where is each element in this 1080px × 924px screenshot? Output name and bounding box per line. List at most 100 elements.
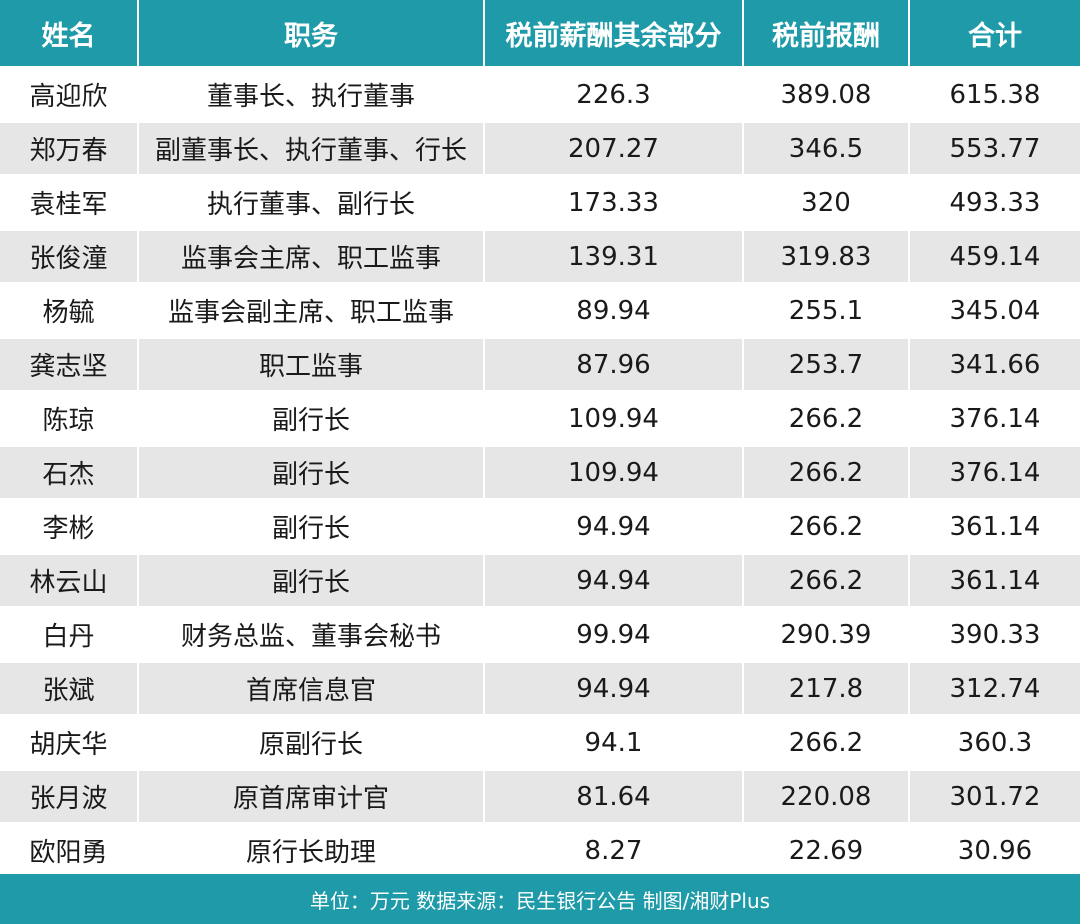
table-row: 张俊潼 监事会主席、职工监事 139.31 319.83 459.14 — [0, 228, 1080, 284]
cell-position: 职工监事 — [138, 336, 485, 392]
cell-position: 董事长、执行董事 — [138, 66, 485, 122]
cell-position: 副行长 — [138, 390, 485, 446]
cell-other-pay: 94.94 — [484, 552, 744, 608]
cell-name: 陈琼 — [0, 390, 139, 446]
cell-name: 胡庆华 — [0, 714, 139, 770]
cell-name: 杨毓 — [0, 282, 139, 338]
cell-pretax-pay: 319.83 — [743, 228, 910, 284]
cell-pretax-pay: 389.08 — [743, 66, 910, 122]
cell-total: 390.33 — [909, 606, 1080, 662]
table-row: 白丹 财务总监、董事会秘书 99.94 290.39 390.33 — [0, 606, 1080, 662]
cell-total: 493.33 — [909, 174, 1080, 230]
cell-other-pay: 99.94 — [484, 606, 744, 662]
cell-position: 原行长助理 — [138, 822, 485, 876]
cell-total: 361.14 — [909, 498, 1080, 554]
cell-total: 360.3 — [909, 714, 1080, 770]
cell-total: 301.72 — [909, 768, 1080, 824]
table-row: 张斌 首席信息官 94.94 217.8 312.74 — [0, 660, 1080, 716]
cell-total: 361.14 — [909, 552, 1080, 608]
cell-position: 监事会主席、职工监事 — [138, 228, 485, 284]
cell-name: 张俊潼 — [0, 228, 139, 284]
header-pretax-pay: 税前报酬 — [743, 0, 910, 68]
cell-pretax-pay: 220.08 — [743, 768, 910, 824]
cell-pretax-pay: 253.7 — [743, 336, 910, 392]
cell-position: 财务总监、董事会秘书 — [138, 606, 485, 662]
table-row: 石杰 副行长 109.94 266.2 376.14 — [0, 444, 1080, 500]
cell-other-pay: 8.27 — [484, 822, 744, 876]
table-header: 姓名 职务 税前薪酬其余部分 税前报酬 合计 — [0, 0, 1080, 68]
header-total: 合计 — [909, 0, 1080, 68]
cell-total: 376.14 — [909, 444, 1080, 500]
cell-pretax-pay: 320 — [743, 174, 910, 230]
cell-position: 执行董事、副行长 — [138, 174, 485, 230]
header-position: 职务 — [138, 0, 485, 68]
table-row: 李彬 副行长 94.94 266.2 361.14 — [0, 498, 1080, 554]
cell-other-pay: 109.94 — [484, 444, 744, 500]
cell-pretax-pay: 266.2 — [743, 444, 910, 500]
cell-total: 30.96 — [909, 822, 1080, 876]
table-row: 陈琼 副行长 109.94 266.2 376.14 — [0, 390, 1080, 446]
table-row: 杨毓 监事会副主席、职工监事 89.94 255.1 345.04 — [0, 282, 1080, 338]
table-row: 袁桂军 执行董事、副行长 173.33 320 493.33 — [0, 174, 1080, 230]
cell-other-pay: 94.1 — [484, 714, 744, 770]
cell-name: 欧阳勇 — [0, 822, 139, 876]
source-footer: 单位：万元 数据来源：民生银行公告 制图/湘财Plus — [0, 874, 1080, 924]
compensation-table: 姓名 职务 税前薪酬其余部分 税前报酬 合计 高迎欣 董事长、执行董事 226.3 3… — [0, 0, 1080, 876]
header-name: 姓名 — [0, 0, 139, 68]
cell-name: 林云山 — [0, 552, 139, 608]
cell-name: 张斌 — [0, 660, 139, 716]
cell-name: 石杰 — [0, 444, 139, 500]
cell-other-pay: 81.64 — [484, 768, 744, 824]
cell-name: 张月波 — [0, 768, 139, 824]
cell-pretax-pay: 346.5 — [743, 120, 910, 176]
cell-other-pay: 139.31 — [484, 228, 744, 284]
cell-pretax-pay: 266.2 — [743, 552, 910, 608]
cell-pretax-pay: 266.2 — [743, 498, 910, 554]
cell-other-pay: 94.94 — [484, 660, 744, 716]
cell-position: 副行长 — [138, 552, 485, 608]
cell-total: 341.66 — [909, 336, 1080, 392]
table-row: 胡庆华 原副行长 94.1 266.2 360.3 — [0, 714, 1080, 770]
cell-total: 376.14 — [909, 390, 1080, 446]
table-body: 高迎欣 董事长、执行董事 226.3 389.08 615.38 郑万春 副董事长、执行董事… — [0, 66, 1080, 876]
cell-total: 459.14 — [909, 228, 1080, 284]
cell-name: 高迎欣 — [0, 66, 139, 122]
cell-name: 龚志坚 — [0, 336, 139, 392]
cell-total: 615.38 — [909, 66, 1080, 122]
cell-name: 李彬 — [0, 498, 139, 554]
cell-pretax-pay: 290.39 — [743, 606, 910, 662]
cell-pretax-pay: 255.1 — [743, 282, 910, 338]
cell-position: 监事会副主席、职工监事 — [138, 282, 485, 338]
cell-pretax-pay: 217.8 — [743, 660, 910, 716]
cell-name: 袁桂军 — [0, 174, 139, 230]
table-row: 郑万春 副董事长、执行董事、行长 207.27 346.5 553.77 — [0, 120, 1080, 176]
cell-other-pay: 94.94 — [484, 498, 744, 554]
cell-other-pay: 173.33 — [484, 174, 744, 230]
cell-other-pay: 207.27 — [484, 120, 744, 176]
cell-position: 原首席审计官 — [138, 768, 485, 824]
table-row: 高迎欣 董事长、执行董事 226.3 389.08 615.38 — [0, 66, 1080, 122]
table-row: 林云山 副行长 94.94 266.2 361.14 — [0, 552, 1080, 608]
cell-total: 553.77 — [909, 120, 1080, 176]
cell-pretax-pay: 22.69 — [743, 822, 910, 876]
cell-position: 首席信息官 — [138, 660, 485, 716]
cell-other-pay: 109.94 — [484, 390, 744, 446]
table-row: 张月波 原首席审计官 81.64 220.08 301.72 — [0, 768, 1080, 824]
cell-pretax-pay: 266.2 — [743, 714, 910, 770]
header-row: 姓名 职务 税前薪酬其余部分 税前报酬 合计 — [0, 0, 1080, 68]
cell-position: 副行长 — [138, 498, 485, 554]
cell-position: 原副行长 — [138, 714, 485, 770]
cell-total: 312.74 — [909, 660, 1080, 716]
cell-name: 白丹 — [0, 606, 139, 662]
cell-total: 345.04 — [909, 282, 1080, 338]
cell-pretax-pay: 266.2 — [743, 390, 910, 446]
table-row: 欧阳勇 原行长助理 8.27 22.69 30.96 — [0, 822, 1080, 876]
table-row: 龚志坚 职工监事 87.96 253.7 341.66 — [0, 336, 1080, 392]
cell-position: 副董事长、执行董事、行长 — [138, 120, 485, 176]
cell-name: 郑万春 — [0, 120, 139, 176]
cell-other-pay: 89.94 — [484, 282, 744, 338]
header-other-pay: 税前薪酬其余部分 — [484, 0, 744, 68]
cell-other-pay: 226.3 — [484, 66, 744, 122]
cell-other-pay: 87.96 — [484, 336, 744, 392]
